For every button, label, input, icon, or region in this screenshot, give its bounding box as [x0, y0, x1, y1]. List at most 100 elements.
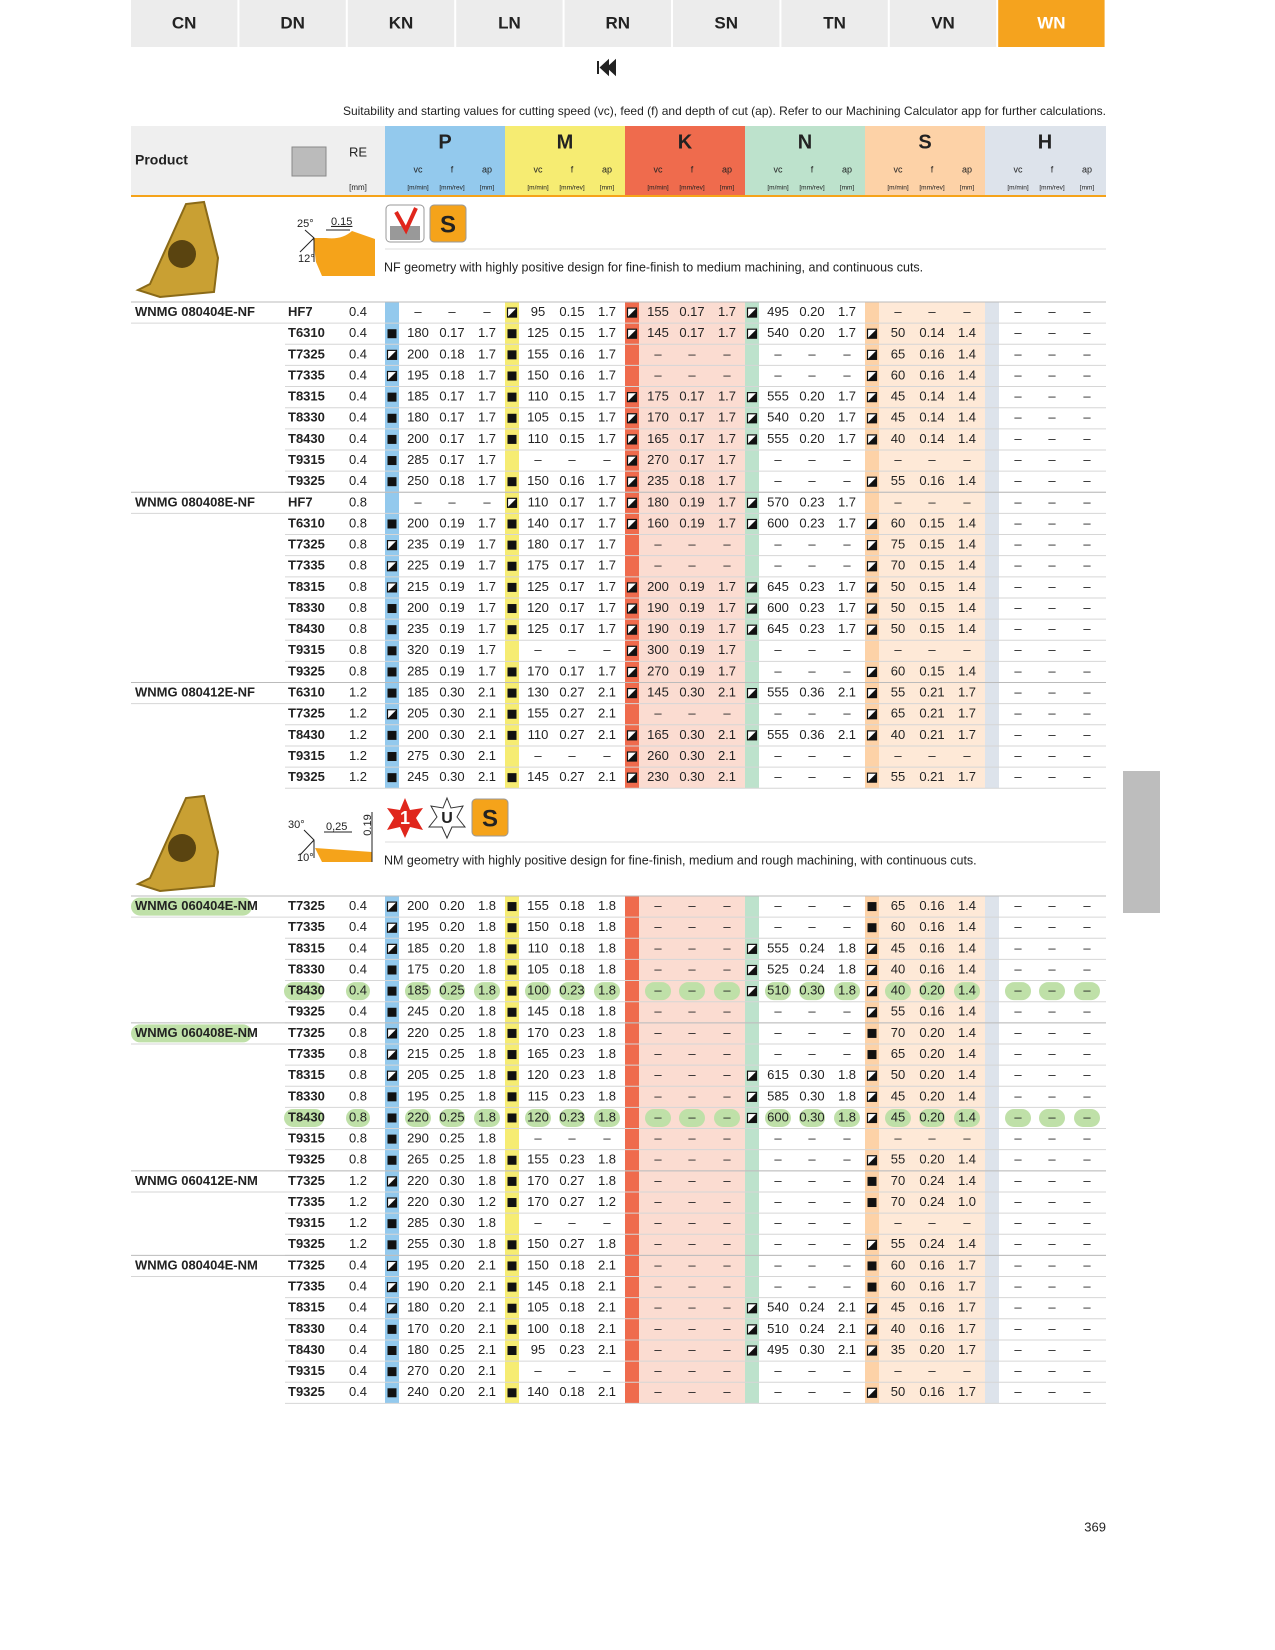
suitability-primary: [507, 667, 517, 677]
cell-value: 235: [407, 621, 429, 636]
radius: 0.8: [349, 663, 367, 678]
cell-value: 155: [527, 1152, 549, 1167]
suitability-primary: [387, 986, 397, 996]
grade: T9325: [288, 663, 325, 678]
cell-value: –: [1083, 642, 1091, 657]
suitability-secondary-fill: [627, 308, 637, 318]
cell-value: –: [654, 1236, 662, 1251]
cell-value: –: [894, 304, 902, 319]
suitability-secondary-fill: [867, 773, 877, 783]
cell-value: 1.8: [478, 898, 496, 913]
cell-value: –: [808, 748, 816, 763]
suitability-secondary-fill: [867, 1303, 877, 1313]
cell-value: –: [808, 1384, 816, 1399]
radius: 0.8: [349, 621, 367, 636]
cell-value: –: [688, 1067, 696, 1082]
cell-value: –: [1083, 1173, 1091, 1188]
cell-value: 230: [647, 769, 669, 784]
suitability-primary: [507, 1198, 517, 1208]
tab[interactable]: [781, 0, 888, 47]
radius: 0.4: [349, 1257, 367, 1272]
cell-value: 0.20: [439, 961, 464, 976]
radius: 0.4: [349, 898, 367, 913]
tab[interactable]: [564, 0, 671, 47]
grade: T8315: [288, 389, 325, 404]
value-highlight: [919, 982, 945, 1001]
cell-value: 180: [407, 1300, 429, 1315]
cell-value: 0.24: [919, 1194, 944, 1209]
geometry-label: 0.15: [331, 216, 352, 228]
cell-value: –: [894, 1363, 902, 1378]
cell-value: –: [1083, 515, 1091, 530]
column-unit: [mm/rev]: [1039, 185, 1064, 192]
cell-value: 140: [527, 515, 549, 530]
cell-value: –: [1048, 558, 1056, 573]
suitability-secondary-fill: [387, 582, 397, 592]
cell-value: 0.20: [439, 940, 464, 955]
cell-value: –: [1048, 473, 1056, 488]
suitability-secondary-fill: [387, 350, 397, 360]
cell-value: 1.7: [718, 663, 736, 678]
cell-value: 0.16: [559, 473, 584, 488]
badge-part: [390, 226, 420, 240]
cell-value: 2.1: [478, 769, 496, 784]
cell-value: –: [808, 1257, 816, 1272]
cell-value: 185: [407, 685, 429, 700]
cell-value: –: [928, 748, 936, 763]
cell-value: 1.7: [478, 325, 496, 340]
cell-value: 1.7: [598, 431, 616, 446]
cell-value: –: [1014, 940, 1022, 955]
cell-value: 1.7: [598, 346, 616, 361]
cell-value: 0.16: [919, 961, 944, 976]
tab[interactable]: [347, 0, 455, 47]
cell-value: 1.4: [958, 579, 976, 594]
cell-value: 1.7: [718, 579, 736, 594]
tab[interactable]: [239, 0, 346, 47]
tab[interactable]: [998, 0, 1105, 47]
cell-value: –: [774, 1131, 782, 1146]
cell-value: –: [1048, 452, 1056, 467]
cell-value: 175: [407, 961, 429, 976]
tab[interactable]: [131, 0, 238, 47]
cell-value: 190: [647, 621, 669, 636]
cell-value: 190: [407, 1279, 429, 1294]
cell-value: 0.17: [679, 410, 704, 425]
cell-value: –: [1083, 600, 1091, 615]
suitability-primary: [507, 329, 517, 339]
suitability-primary: [507, 350, 517, 360]
grade: T8430: [288, 983, 325, 998]
tab[interactable]: [673, 0, 780, 47]
cell-value: 1.7: [838, 494, 856, 509]
grade: T8430: [288, 1342, 325, 1357]
cell-value: 1.7: [958, 1384, 976, 1399]
cell-value: 540: [767, 325, 789, 340]
suitability-secondary-fill: [867, 350, 877, 360]
cell-value: 120: [527, 600, 549, 615]
suitability-secondary-fill: [747, 498, 757, 508]
cell-value: –: [723, 1194, 731, 1209]
cell-value: 0.30: [679, 769, 704, 784]
cell-value: 180: [527, 537, 549, 552]
cell-value: 1.8: [478, 1109, 496, 1124]
grade-highlight: [284, 1108, 324, 1127]
value-highlight: [885, 982, 911, 1001]
cell-value: 60: [891, 515, 905, 530]
tab[interactable]: [456, 0, 563, 47]
tab[interactable]: [889, 0, 997, 47]
grade: T9315: [288, 1215, 325, 1230]
column-label: ap: [1082, 164, 1092, 174]
first-page-icon[interactable]: [597, 58, 616, 77]
cell-value: –: [688, 961, 696, 976]
suitability-secondary-fill: [387, 1071, 397, 1081]
cell-value: 1.2: [598, 1194, 616, 1209]
cell-value: 45: [891, 1109, 905, 1124]
grade: T9315: [288, 452, 325, 467]
group-header-bg: [865, 126, 985, 195]
cell-value: 165: [647, 727, 669, 742]
cell-value: –: [1048, 1300, 1056, 1315]
cell-value: 1.7: [838, 325, 856, 340]
suitability-primary: [387, 730, 397, 740]
cell-value: –: [1048, 1194, 1056, 1209]
cell-value: 1.7: [718, 473, 736, 488]
cell-value: 0.30: [439, 769, 464, 784]
